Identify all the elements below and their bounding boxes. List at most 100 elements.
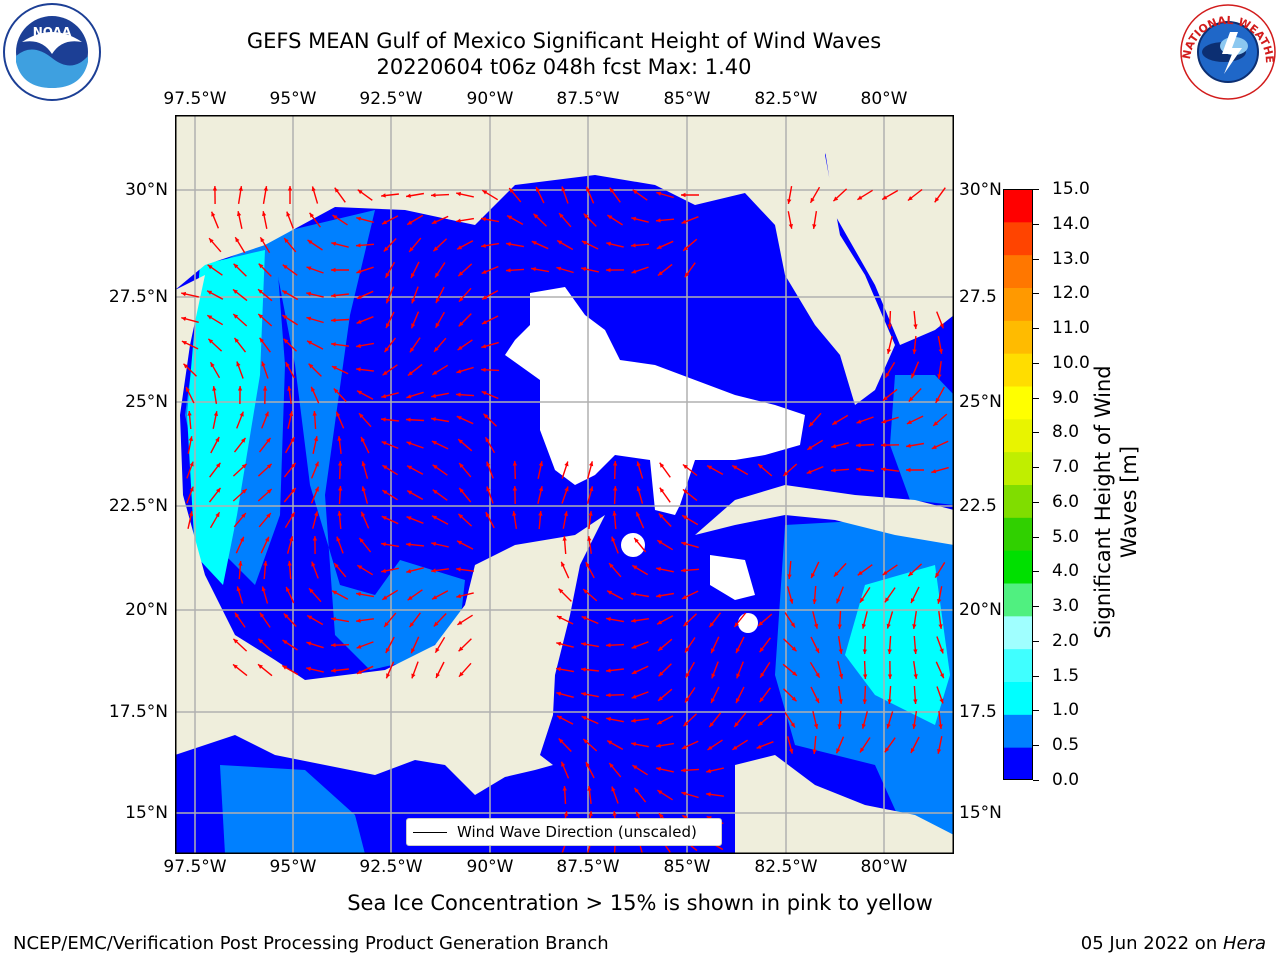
wave-arrow xyxy=(259,337,271,353)
wave-arrow xyxy=(382,464,398,476)
wave-arrow xyxy=(410,636,420,654)
wave-arrow xyxy=(635,511,645,529)
wave-arrow xyxy=(759,637,771,653)
wave-arrow xyxy=(431,215,449,225)
wave-arrow xyxy=(431,541,449,548)
wave-arrow xyxy=(512,460,517,480)
wave-arrow xyxy=(287,411,294,429)
wave-arrow xyxy=(609,187,621,203)
wave-arrow xyxy=(630,243,650,248)
wave-arrow xyxy=(530,267,550,273)
wave-arrow xyxy=(608,762,622,778)
wave-arrow xyxy=(282,314,298,326)
wave-arrow xyxy=(457,513,473,527)
lon-label-bottom: 80°W xyxy=(860,857,908,877)
colorbar-tick-label: 4.0 xyxy=(1052,561,1080,582)
wave-arrow xyxy=(381,515,399,525)
wave-arrow xyxy=(886,611,894,629)
wave-arrow xyxy=(481,189,499,201)
colorbar-segment xyxy=(1003,615,1033,650)
wave-arrow xyxy=(938,611,943,629)
wave-arrow xyxy=(606,241,624,248)
wave-arrow xyxy=(331,668,349,673)
wave-arrow xyxy=(658,513,672,527)
wave-arrow xyxy=(856,467,874,472)
wave-arrow xyxy=(307,239,323,251)
wave-arrow xyxy=(262,385,268,405)
wave-arrow xyxy=(181,340,199,350)
wave-arrow xyxy=(287,560,292,580)
footer-host: Hera xyxy=(1222,933,1266,954)
colorbar-tick-mark xyxy=(1033,501,1039,503)
wave-arrow xyxy=(232,488,248,502)
wave-arrow xyxy=(812,585,817,605)
wave-arrow xyxy=(486,486,494,504)
colorbar-tick-label: 5.0 xyxy=(1052,526,1080,547)
wave-arrow xyxy=(859,587,871,603)
wave-arrow xyxy=(935,386,945,404)
wave-arrow xyxy=(680,568,700,573)
wave-arrow xyxy=(605,693,625,698)
wave-arrow xyxy=(257,313,273,327)
wave-arrow xyxy=(581,667,599,672)
wave-arrow xyxy=(258,512,272,528)
wave-arrow xyxy=(406,391,424,399)
wave-arrow xyxy=(481,390,499,400)
wave-arrow xyxy=(606,739,624,751)
wave-arrow xyxy=(782,463,798,477)
wave-arrow xyxy=(587,461,594,479)
wave-arrow xyxy=(887,310,892,330)
colorbar-segment xyxy=(1003,681,1033,715)
wave-arrow xyxy=(380,542,400,548)
wave-arrow xyxy=(330,617,350,623)
lat-label-left: 25°N xyxy=(125,392,168,412)
lon-label-top: 95°W xyxy=(269,89,317,109)
wave-arrow xyxy=(613,485,618,505)
wave-arrow xyxy=(913,635,918,655)
colorbar-tick-mark xyxy=(1033,467,1039,469)
wave-arrow xyxy=(236,211,243,229)
wave-arrow xyxy=(383,337,397,353)
wave-arrow xyxy=(837,710,842,730)
wave-arrow xyxy=(683,713,697,727)
wave-arrow xyxy=(585,561,595,579)
wave-arrow xyxy=(381,193,399,198)
wave-zone-0p5-1 xyxy=(890,375,954,505)
wave-arrow xyxy=(258,263,272,277)
wave-arrow xyxy=(581,715,599,725)
wave-arrow xyxy=(356,266,374,274)
wave-arrow xyxy=(681,590,699,600)
wave-arrow xyxy=(706,464,724,476)
wave-arrow xyxy=(306,291,324,298)
wave-arrow xyxy=(330,643,350,648)
wave-arrow xyxy=(185,386,195,404)
wave-arrow xyxy=(561,486,569,504)
wave-arrow xyxy=(611,536,619,554)
wave-arrow xyxy=(381,567,399,573)
wave-arrow xyxy=(812,210,818,230)
wave-arrow xyxy=(556,239,574,251)
wave-arrow xyxy=(910,736,920,754)
wave-arrow xyxy=(862,685,867,705)
wave-arrow xyxy=(680,768,700,773)
wave-arrow xyxy=(582,588,598,602)
wave-arrow xyxy=(585,186,595,204)
wave-zone-1-1p5 xyxy=(845,565,950,725)
wave-zone-1-1p5 xyxy=(187,250,265,585)
colorbar-tick-label: 3.0 xyxy=(1052,596,1080,617)
wave-arrow xyxy=(833,562,847,578)
wave-arrow xyxy=(681,791,699,799)
wave-arrow xyxy=(456,415,474,425)
wave-arrow xyxy=(812,711,819,729)
wave-arrow xyxy=(456,366,474,374)
wave-arrow xyxy=(537,486,544,504)
lat-label-left: 17.5°N xyxy=(108,702,168,722)
wave-arrow xyxy=(331,342,349,347)
wave-arrow xyxy=(381,417,399,422)
wave-arrow xyxy=(711,661,719,679)
wave-arrow xyxy=(383,612,397,628)
colorbar-segment xyxy=(1003,517,1033,551)
colorbar-tick-mark xyxy=(1033,710,1039,712)
wave-arrow xyxy=(934,187,946,203)
wave-arrow xyxy=(656,240,674,250)
